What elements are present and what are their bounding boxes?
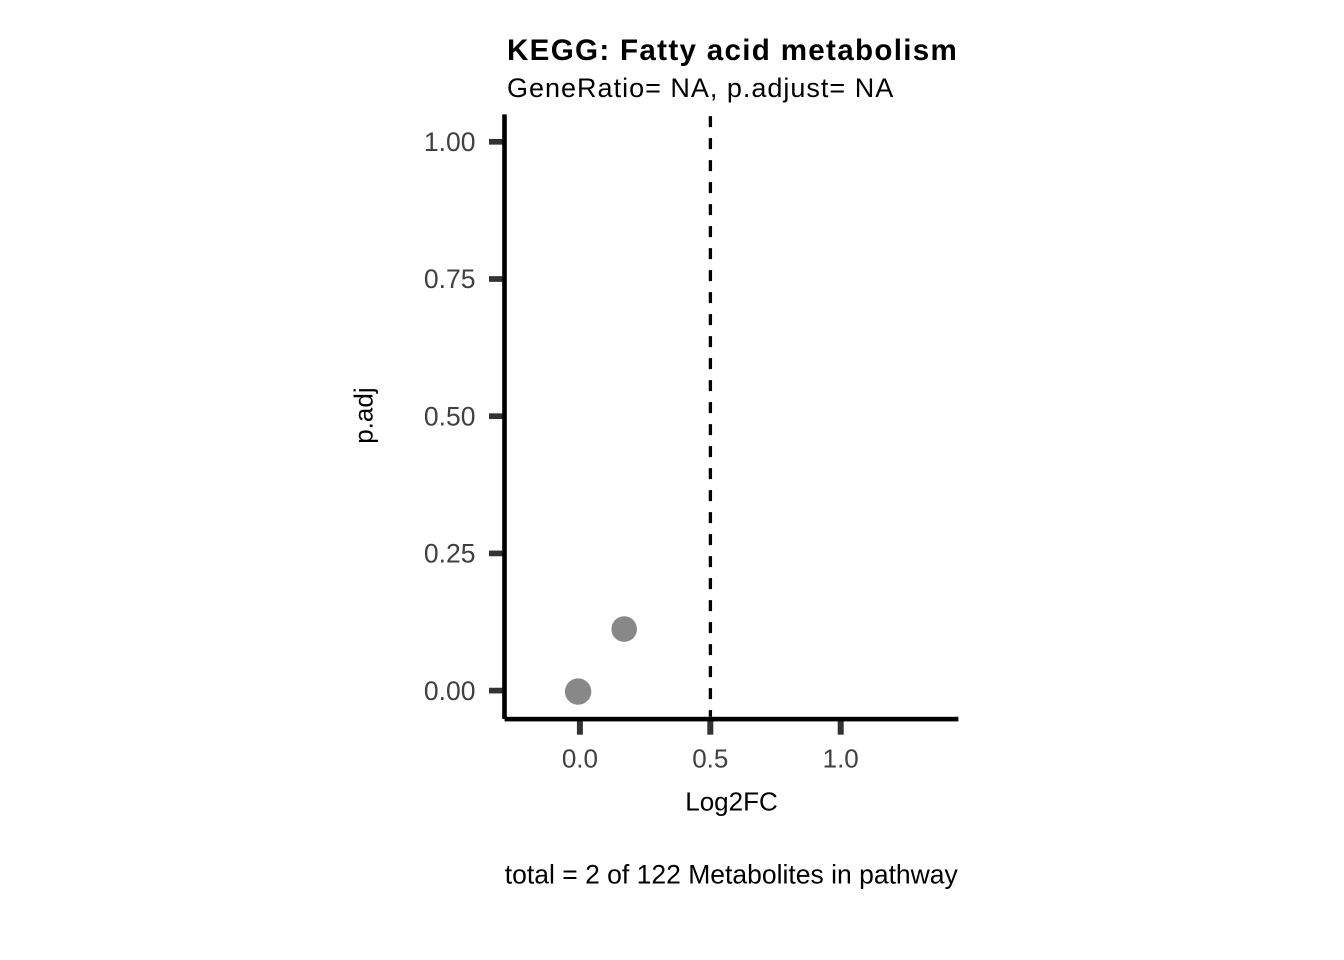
svg-text:p.adj: p.adj — [349, 387, 379, 443]
svg-text:Log2FC: Log2FC — [685, 787, 778, 817]
svg-text:0.5: 0.5 — [692, 744, 728, 774]
svg-text:0.75: 0.75 — [424, 264, 476, 294]
svg-text:0.25: 0.25 — [424, 539, 476, 569]
svg-text:0.0: 0.0 — [562, 744, 598, 774]
svg-text:KEGG: Fatty acid metabolism: KEGG: Fatty acid metabolism — [507, 34, 958, 67]
svg-text:1.00: 1.00 — [424, 127, 476, 157]
svg-text:0.00: 0.00 — [424, 676, 476, 706]
svg-text:total = 2 of 122 Metabolites i: total = 2 of 122 Metabolites in pathway — [505, 860, 959, 890]
svg-text:0.50: 0.50 — [424, 401, 476, 431]
svg-text:1.0: 1.0 — [823, 744, 859, 774]
svg-text:GeneRatio= NA, p.adjust= NA: GeneRatio= NA, p.adjust= NA — [507, 73, 894, 103]
